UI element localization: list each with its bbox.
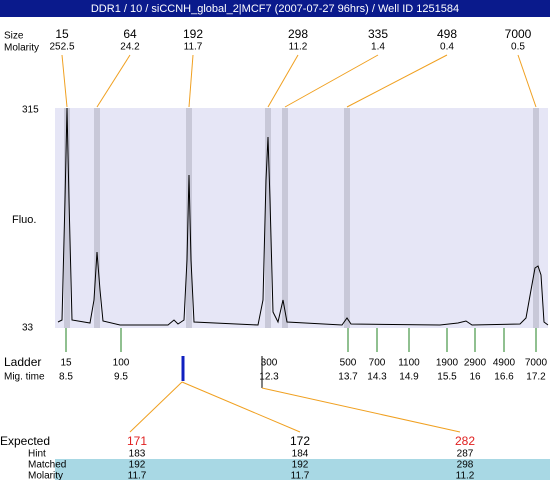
- ladder-size: 2900: [464, 358, 487, 369]
- ladder-label: Ladder: [4, 355, 41, 369]
- y-label: Fluo.: [12, 214, 36, 226]
- ladder-size: 15: [60, 358, 72, 369]
- peak-size: 15: [55, 27, 69, 41]
- peak-molarity: 11.2: [289, 42, 308, 53]
- ladder-size: 300: [261, 358, 278, 369]
- cell: 192: [292, 460, 309, 471]
- mig-time: 12.3: [259, 372, 279, 383]
- peak-molarity: 1.4: [371, 42, 385, 53]
- peak-connector: [61, 54, 68, 108]
- peak-molarity: 0.5: [511, 42, 525, 53]
- mig-time: 16.6: [494, 372, 514, 383]
- ladder-size: 500: [340, 358, 357, 369]
- cell: 11.7: [291, 471, 310, 480]
- mig-time: 8.5: [59, 372, 73, 383]
- plot-area: [55, 108, 548, 328]
- mig-time: 15.5: [437, 372, 457, 383]
- row-label: Matched: [28, 460, 66, 471]
- cell: 282: [455, 434, 475, 448]
- peak-size: 498: [437, 27, 457, 41]
- connector: [261, 387, 461, 433]
- peak-connector: [517, 54, 537, 108]
- peak-connector: [346, 54, 448, 108]
- matched-highlight: [55, 459, 550, 480]
- cell: 184: [292, 449, 309, 460]
- peak-band: [533, 108, 539, 328]
- peak-band: [64, 108, 70, 328]
- peak-molarity: 24.2: [120, 42, 140, 53]
- title-bar: [0, 0, 550, 17]
- cell: 172: [290, 434, 310, 448]
- mig-time: 14.3: [367, 372, 387, 383]
- peak-size: 64: [123, 27, 137, 41]
- peak-band: [344, 108, 350, 328]
- peak-size: 7000: [505, 27, 532, 41]
- peak-molarity: 11.7: [184, 42, 203, 53]
- mig-time: 13.7: [338, 372, 358, 383]
- peak-size: 192: [183, 27, 203, 41]
- title: DDR1 / 10 / siCCNH_global_2|MCF7 (2007-0…: [91, 3, 459, 15]
- cell: 192: [129, 460, 146, 471]
- cell: 11.2: [456, 471, 475, 480]
- mig-time: 16: [469, 372, 481, 383]
- peak-molarity-label: Molarity: [4, 43, 39, 54]
- mig-time: 9.5: [114, 372, 128, 383]
- peak-connector: [284, 54, 379, 108]
- y-max: 315: [22, 105, 39, 116]
- peak-band: [186, 108, 192, 328]
- mig-time-label: Mig. time: [4, 372, 45, 383]
- trace: [57, 107, 549, 326]
- peak-connector: [188, 54, 194, 108]
- ladder-size: 100: [113, 358, 130, 369]
- peak-molarity: 252.5: [49, 42, 74, 53]
- peak-size: 298: [288, 27, 308, 41]
- peak-band: [94, 108, 100, 328]
- peak-connector: [96, 54, 131, 108]
- ladder-size: 1100: [398, 358, 420, 369]
- row-label: Hint: [28, 449, 46, 460]
- peak-size-label: Size: [4, 31, 24, 42]
- peak-band: [265, 108, 271, 328]
- row-label: Expected: [0, 434, 50, 448]
- y-min: 33: [22, 323, 34, 334]
- peak-size: 335: [368, 27, 388, 41]
- ladder-size: 700: [369, 358, 386, 369]
- connector: [129, 381, 183, 433]
- cell: 287: [457, 449, 474, 460]
- cell: 11.7: [128, 471, 147, 480]
- mig-time: 17.2: [526, 372, 546, 383]
- peak-molarity: 0.4: [440, 42, 454, 53]
- ladder-size: 1900: [436, 358, 459, 369]
- cell: 183: [129, 449, 146, 460]
- cell: 171: [127, 434, 147, 448]
- peak-band: [282, 108, 288, 328]
- peak-connector: [267, 54, 299, 108]
- ladder-size: 7000: [525, 358, 548, 369]
- connector: [181, 381, 301, 433]
- ladder-size: 4900: [493, 358, 516, 369]
- row-label: Molarity: [28, 471, 63, 480]
- cell: 298: [457, 460, 474, 471]
- mig-time: 14.9: [399, 372, 419, 383]
